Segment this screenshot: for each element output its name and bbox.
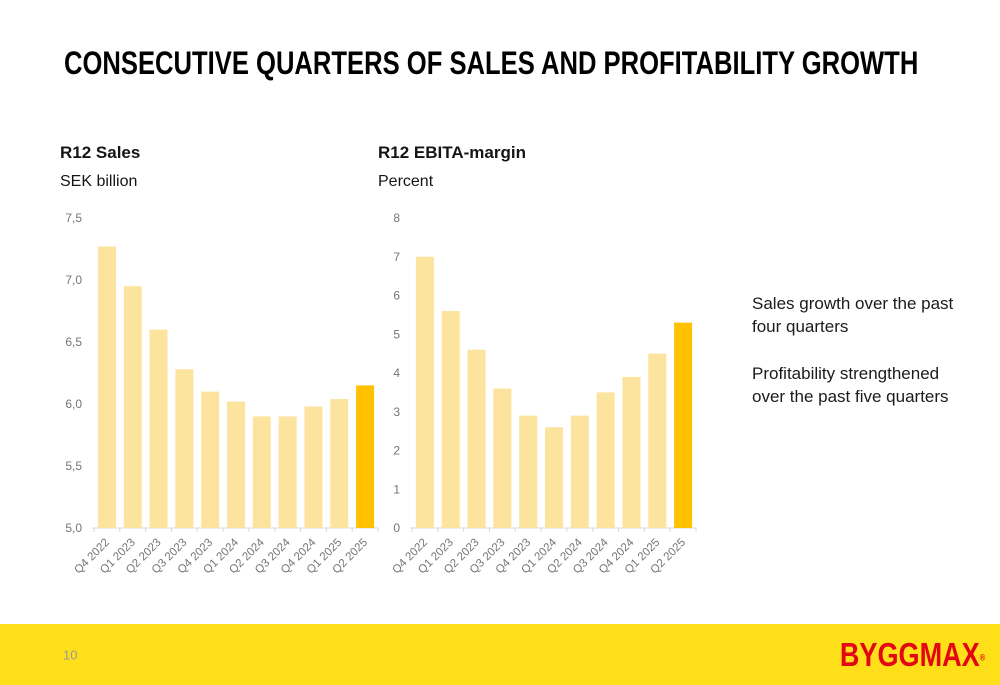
bar-q3-2023 bbox=[175, 369, 194, 528]
y-tick-label: 7,0 bbox=[65, 273, 82, 287]
bar-q1-2024 bbox=[545, 427, 563, 528]
bar-q4-2022 bbox=[97, 246, 116, 528]
bar-q1-2025 bbox=[330, 399, 349, 528]
bar-q1-2023 bbox=[441, 311, 460, 528]
y-tick-label: 0 bbox=[393, 521, 400, 535]
commentary-profitability: Profitability strengthened over the past… bbox=[752, 364, 949, 406]
y-tick-label: 3 bbox=[393, 405, 400, 419]
y-tick-label: 7,5 bbox=[65, 211, 82, 225]
y-tick-label: 5 bbox=[393, 327, 400, 341]
commentary-sales-growth: Sales growth over the past four quarters bbox=[752, 294, 954, 336]
bar-q2-2025 bbox=[356, 385, 375, 528]
ebita-margin-chart: R12 EBITA-margin Percent 0 1 2 3 4 5 6 7 8 Q4 202… bbox=[378, 143, 723, 576]
y-tick-label: 6,0 bbox=[65, 397, 82, 411]
y-tick-label: 8 bbox=[393, 211, 400, 225]
sales-chart: R12 Sales SEK billion 5,0 5,5 6,0 6,5 7,0 7,5… bbox=[60, 143, 405, 576]
y-tick-label: 4 bbox=[393, 366, 400, 380]
bar-q4-2024 bbox=[304, 406, 323, 528]
footer-bar: 10 BYGGMAX® bbox=[0, 624, 1000, 685]
y-tick-label: 2 bbox=[393, 444, 400, 458]
bar-q3-2024 bbox=[278, 416, 297, 528]
sales-chart-title: R12 Sales bbox=[60, 143, 141, 162]
bar-q2-2024 bbox=[252, 416, 271, 528]
byggmax-logo-text: BYGGMAX bbox=[839, 635, 980, 673]
bar-q2-2024 bbox=[570, 415, 589, 528]
bar-q3-2024 bbox=[596, 392, 615, 528]
commentary: Sales growth over the past four quarters… bbox=[752, 292, 972, 408]
bar-q4-2022 bbox=[415, 256, 434, 528]
y-tick-label: 1 bbox=[393, 482, 400, 496]
y-tick-label: 5,5 bbox=[65, 459, 82, 473]
y-tick-label: 6 bbox=[393, 289, 400, 303]
bar-q1-2024 bbox=[227, 401, 245, 528]
y-tick-label: 7 bbox=[393, 250, 400, 264]
y-tick-label: 6,5 bbox=[65, 335, 82, 349]
registered-mark: ® bbox=[979, 651, 985, 662]
bar-q3-2023 bbox=[493, 388, 512, 528]
bar-q2-2023 bbox=[467, 349, 486, 528]
bar-q1-2025 bbox=[648, 353, 667, 528]
bar-q2-2023 bbox=[149, 329, 168, 528]
slide-title: CONSECUTIVE QUARTERS OF SALES AND PROFIT… bbox=[64, 45, 919, 81]
ebita-chart-unit: Percent bbox=[378, 173, 434, 190]
sales-chart-unit: SEK billion bbox=[60, 173, 138, 190]
y-tick-label: 5,0 bbox=[65, 521, 82, 535]
bar-q1-2023 bbox=[123, 286, 142, 528]
page-number: 10 bbox=[63, 647, 78, 662]
bar-q4-2024 bbox=[622, 376, 641, 528]
ebita-chart-title: R12 EBITA-margin bbox=[378, 143, 526, 162]
bar-q4-2023 bbox=[519, 415, 538, 528]
byggmax-logo: BYGGMAX® bbox=[840, 636, 985, 674]
bar-q4-2023 bbox=[201, 391, 220, 528]
bar-q2-2025 bbox=[674, 322, 693, 528]
